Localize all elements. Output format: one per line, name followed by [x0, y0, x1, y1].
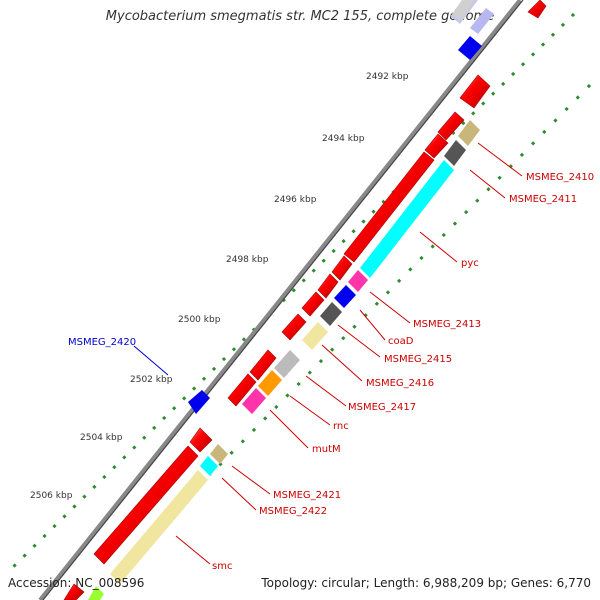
gene-label-msmeg-2421[interactable]: MSMEG_2421 [273, 490, 341, 501]
cog-block [258, 370, 282, 396]
gene-arrow [63, 583, 85, 600]
gene-label-msmeg-2410[interactable]: MSMEG_2410 [526, 172, 594, 183]
tick-label: 2504 kbp [80, 433, 123, 443]
gene-label-msmeg-2413[interactable]: MSMEG_2413 [413, 319, 481, 330]
gene-arrow [249, 349, 277, 381]
gene-arrow-smc [93, 445, 199, 565]
tick-label: 2498 kbp [226, 255, 269, 265]
genome-stats-text: Topology: circular; Length: 6,988,209 bp… [261, 576, 591, 590]
outer-ruler-dots [6, 12, 576, 574]
gene-label-pyc[interactable]: pyc [461, 258, 479, 269]
cog-block [242, 388, 266, 414]
cog-block [200, 456, 218, 476]
cog-block [458, 120, 480, 146]
cog-block [452, 0, 474, 20]
gene-label-msmeg-2416[interactable]: MSMEG_2416 [366, 378, 434, 389]
gene-arrow [317, 273, 339, 299]
accession-text: Accession: NC_008596 [8, 576, 145, 590]
gene-arrow [527, 0, 547, 19]
cog-block [360, 160, 454, 278]
gene-arrow [227, 373, 257, 407]
gene-arrow [301, 291, 325, 317]
cog-block [274, 350, 300, 378]
gene-arrow [331, 255, 353, 281]
gene-arrow-reverse [458, 36, 482, 60]
gene-label-msmeg-2411[interactable]: MSMEG_2411 [509, 194, 577, 205]
ruler-labels: 2492 kbp 2494 kbp 2496 kbp 2498 kbp 2500… [30, 72, 409, 501]
gene-label-coad[interactable]: coaD [388, 336, 414, 347]
cog-block [88, 586, 104, 600]
gene-arrow [189, 427, 213, 453]
gene-arrow-msmeg-2420 [188, 390, 210, 414]
gene-label-msmeg-2417[interactable]: MSMEG_2417 [348, 402, 416, 413]
tick-label: 2496 kbp [274, 195, 317, 205]
tick-label: 2492 kbp [366, 72, 409, 82]
cog-block [320, 302, 342, 326]
gene-label-smc[interactable]: smc [212, 561, 232, 572]
gene-labels: MSMEG_2410 MSMEG_2411 pyc MSMEG_2413 coa… [68, 172, 594, 572]
tick-label: 2500 kbp [178, 315, 221, 325]
cog-block [444, 140, 466, 166]
cog-block [110, 470, 208, 584]
tick-label: 2502 kbp [130, 375, 173, 385]
cog-block [348, 270, 368, 292]
gene-label-msmeg-2420[interactable]: MSMEG_2420 [68, 337, 136, 348]
gene-label-msmeg-2415[interactable]: MSMEG_2415 [384, 354, 452, 365]
gene-label-mutm[interactable]: mutM [312, 444, 341, 455]
cog-lane [88, 0, 480, 600]
gene-arrow-reverse [470, 8, 494, 34]
gene-arrow [437, 111, 465, 141]
inner-ruler-dots [208, 83, 592, 477]
backbone-line [38, 0, 522, 600]
cog-block [334, 285, 356, 308]
gene-label-msmeg-2422[interactable]: MSMEG_2422 [259, 506, 327, 517]
gene-arrow [424, 133, 449, 159]
backbone-edge [42, 0, 524, 600]
reverse-gene-lane [188, 0, 494, 414]
gene-arrow [281, 313, 307, 341]
tick-label: 2494 kbp [322, 134, 365, 144]
gene-arrow-pyc [343, 151, 435, 263]
tick-label: 2506 kbp [30, 491, 73, 501]
label-leaders [133, 142, 523, 565]
gene-arrow [459, 74, 491, 109]
map-title: Mycobacterium smegmatis str. MC2 155, co… [105, 9, 495, 24]
cog-block [210, 444, 228, 464]
forward-gene-lane [63, 0, 547, 600]
cog-block [302, 322, 328, 350]
gene-label-rnc[interactable]: rnc [333, 421, 349, 432]
